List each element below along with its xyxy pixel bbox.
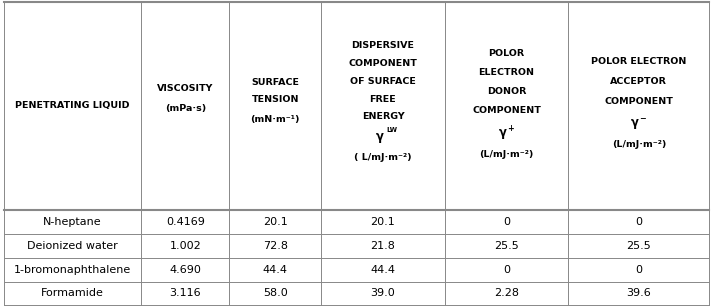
Text: DONOR: DONOR bbox=[487, 87, 526, 96]
Text: $\mathbf{\gamma^-}$: $\mathbf{\gamma^-}$ bbox=[630, 116, 647, 132]
Text: 39.0: 39.0 bbox=[371, 289, 395, 298]
Text: 72.8: 72.8 bbox=[263, 241, 288, 251]
Text: COMPONENT: COMPONENT bbox=[605, 96, 673, 106]
Text: 44.4: 44.4 bbox=[263, 265, 288, 274]
Text: LW: LW bbox=[386, 127, 397, 133]
Text: 0.4169: 0.4169 bbox=[166, 217, 205, 227]
Text: 21.8: 21.8 bbox=[371, 241, 396, 251]
Text: 0: 0 bbox=[503, 217, 510, 227]
Text: ELECTRON: ELECTRON bbox=[478, 68, 535, 77]
Text: TENSION: TENSION bbox=[252, 95, 299, 104]
Text: 25.5: 25.5 bbox=[627, 241, 651, 251]
Text: 0: 0 bbox=[635, 217, 642, 227]
Text: OF SURFACE: OF SURFACE bbox=[350, 77, 416, 86]
Text: ACCEPTOR: ACCEPTOR bbox=[610, 76, 667, 86]
Text: (mN·m⁻¹): (mN·m⁻¹) bbox=[250, 115, 300, 124]
Text: COMPONENT: COMPONENT bbox=[472, 106, 541, 115]
Text: 25.5: 25.5 bbox=[494, 241, 519, 251]
Text: ( L/mJ·m⁻²): ( L/mJ·m⁻²) bbox=[354, 153, 412, 162]
Text: DISPERSIVE: DISPERSIVE bbox=[352, 41, 414, 50]
Text: $\mathbf{\gamma}$: $\mathbf{\gamma}$ bbox=[374, 131, 384, 145]
Text: 0: 0 bbox=[503, 265, 510, 274]
Text: VISCOSITY: VISCOSITY bbox=[157, 84, 213, 93]
Text: 1-bromonaphthalene: 1-bromonaphthalene bbox=[14, 265, 131, 274]
Text: PENETRATING LIQUID: PENETRATING LIQUID bbox=[15, 101, 130, 110]
Text: Deionized water: Deionized water bbox=[27, 241, 118, 251]
Text: 20.1: 20.1 bbox=[371, 217, 395, 227]
Text: $\mathbf{\gamma^+}$: $\mathbf{\gamma^+}$ bbox=[498, 125, 515, 143]
Text: COMPONENT: COMPONENT bbox=[349, 59, 417, 68]
Text: (mPa·s): (mPa·s) bbox=[165, 104, 206, 113]
Text: POLOR: POLOR bbox=[488, 49, 525, 58]
Text: N-heptane: N-heptane bbox=[43, 217, 102, 227]
Text: FREE: FREE bbox=[369, 95, 396, 104]
Text: 4.690: 4.690 bbox=[170, 265, 201, 274]
Text: ENERGY: ENERGY bbox=[361, 112, 404, 122]
Text: (L/mJ·m⁻²): (L/mJ·m⁻²) bbox=[612, 139, 666, 149]
Text: 20.1: 20.1 bbox=[263, 217, 288, 227]
Text: 1.002: 1.002 bbox=[170, 241, 201, 251]
Text: 0: 0 bbox=[635, 265, 642, 274]
Text: 44.4: 44.4 bbox=[371, 265, 396, 274]
Text: 39.6: 39.6 bbox=[627, 289, 651, 298]
Text: Formamide: Formamide bbox=[41, 289, 104, 298]
Text: POLOR ELECTRON: POLOR ELECTRON bbox=[591, 56, 687, 66]
Text: SURFACE: SURFACE bbox=[251, 78, 299, 87]
Text: 58.0: 58.0 bbox=[263, 289, 288, 298]
Text: 2.28: 2.28 bbox=[494, 289, 519, 298]
Text: (L/mJ·m⁻²): (L/mJ·m⁻²) bbox=[479, 150, 534, 159]
Text: 3.116: 3.116 bbox=[170, 289, 201, 298]
